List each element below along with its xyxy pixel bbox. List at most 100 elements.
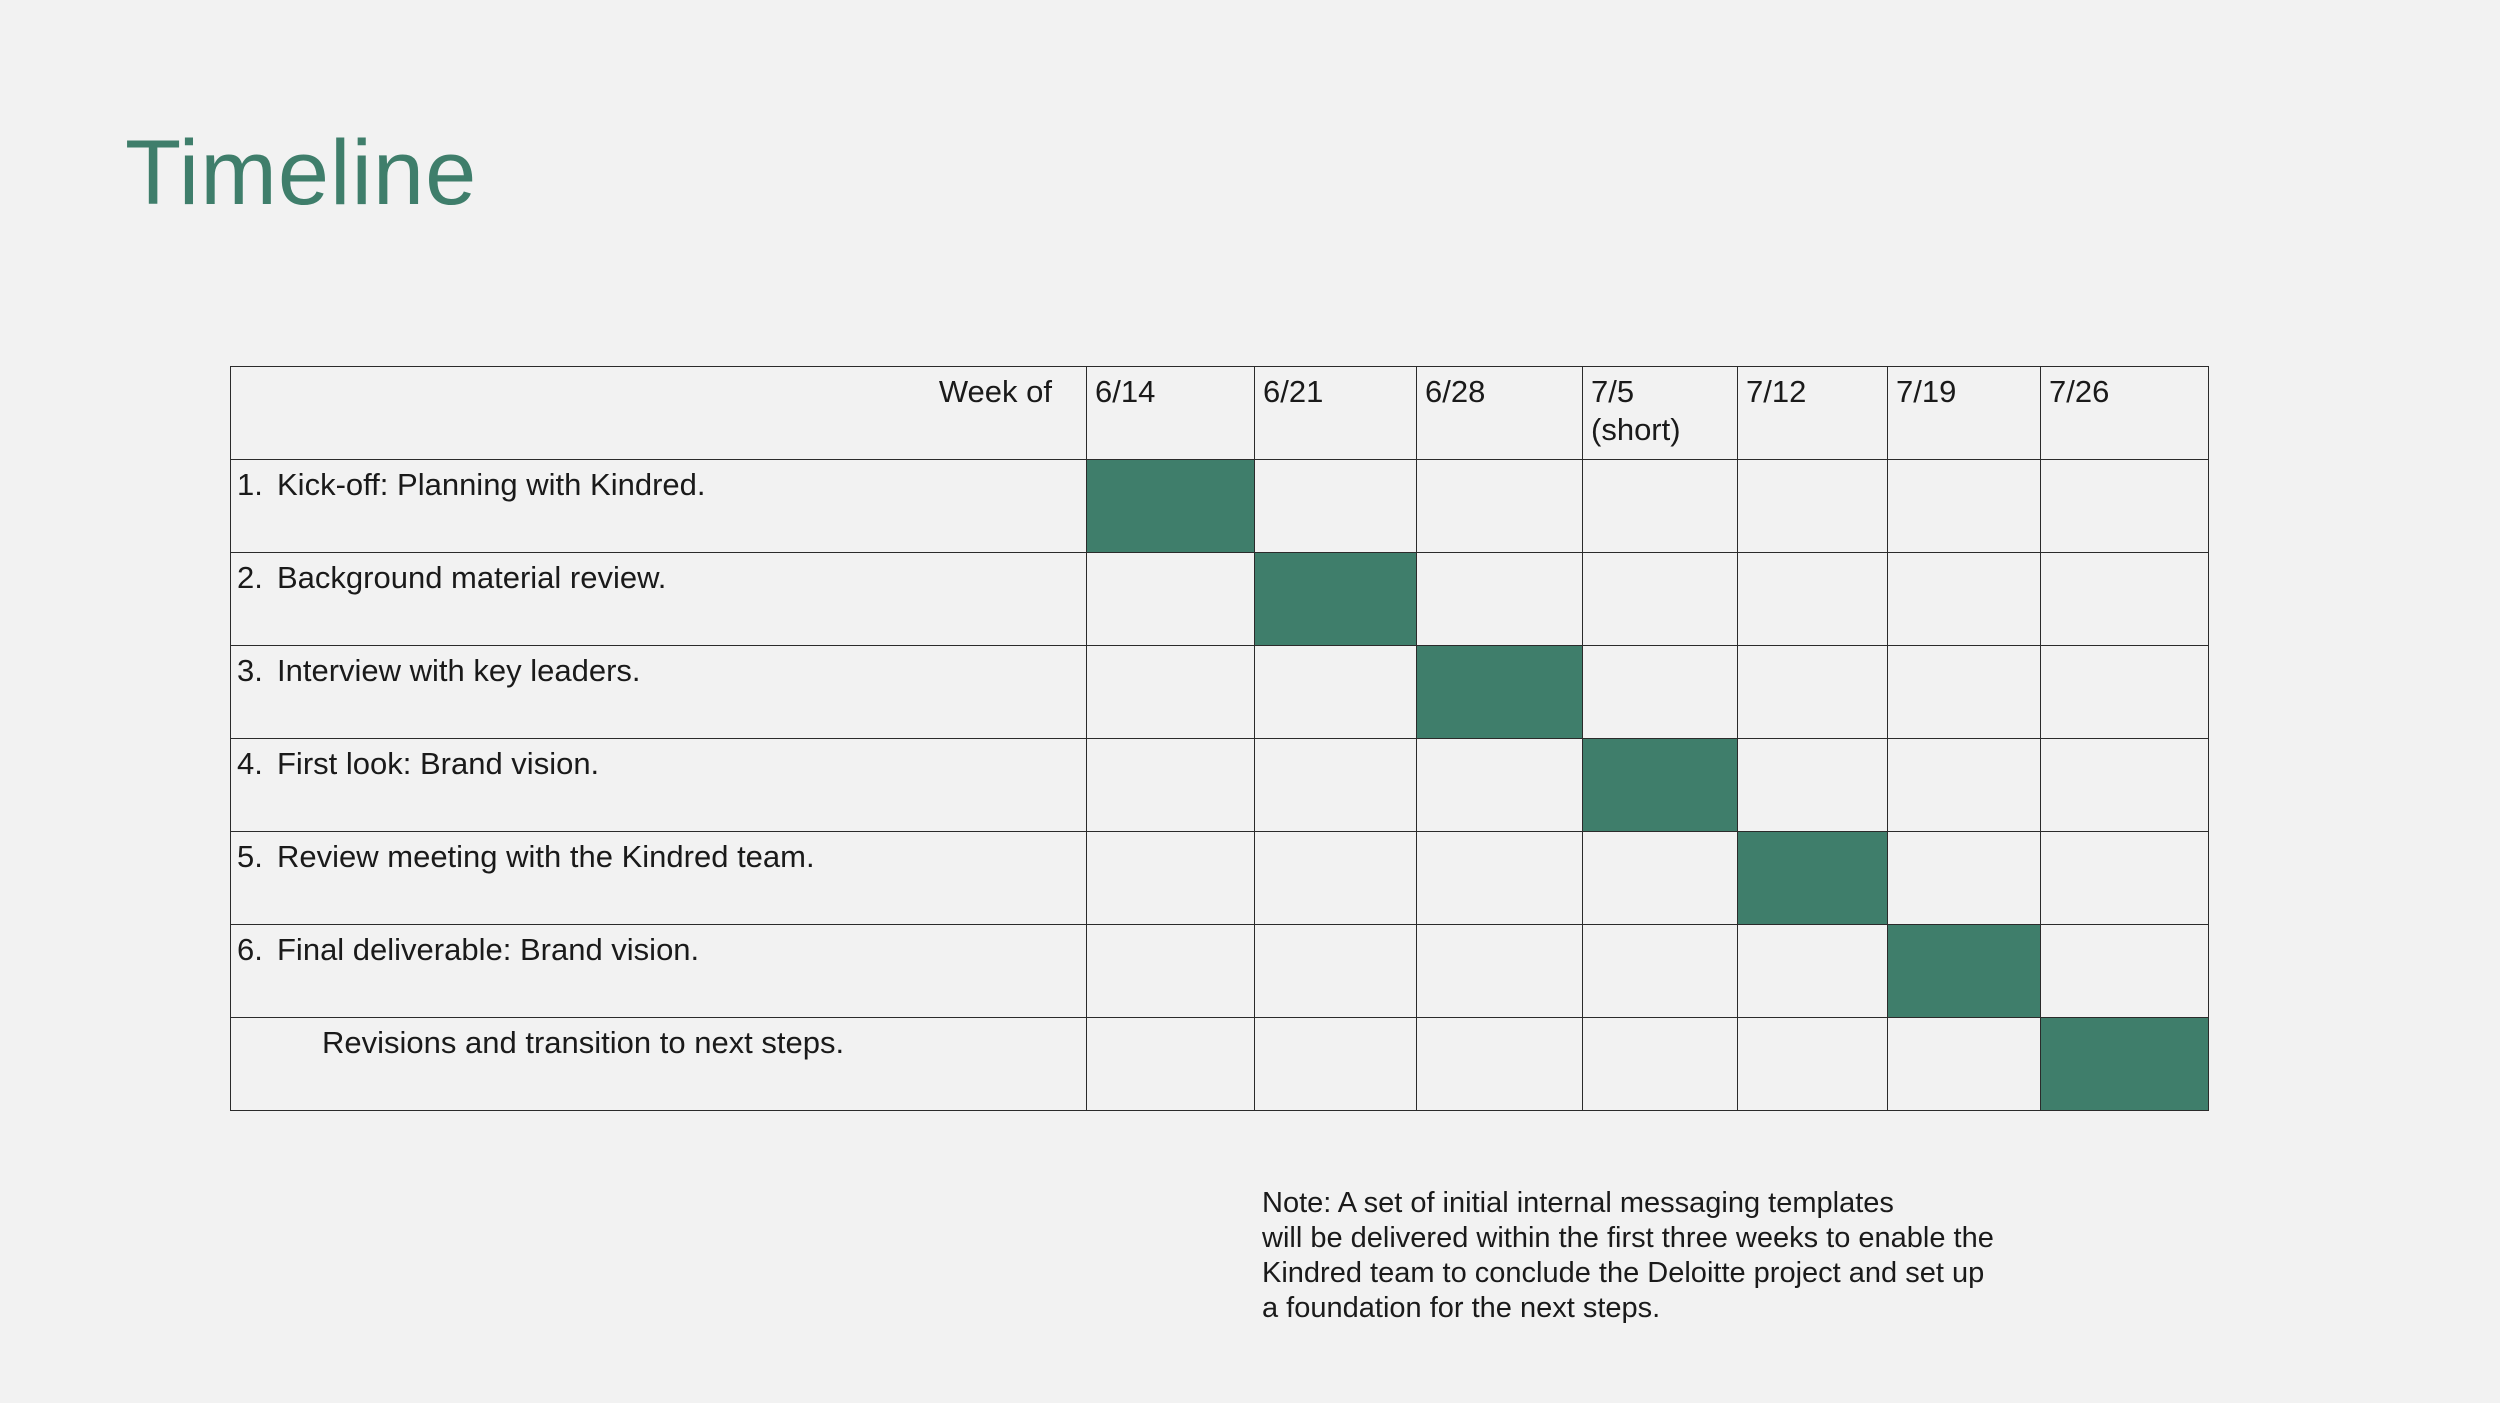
- week-cell: [1887, 738, 2041, 832]
- note-line: will be delivered within the first three…: [1262, 1222, 1994, 1254]
- week-cell: [1582, 552, 1738, 646]
- week-cell: [1582, 831, 1738, 925]
- week-cell: [1416, 738, 1583, 832]
- task-label-cell: 1. Kick-off: Planning with Kindred.: [230, 459, 1087, 553]
- week-header: 7/12: [1737, 366, 1888, 460]
- week-cell: [1737, 1017, 1888, 1111]
- week-cell: [1416, 459, 1583, 553]
- note-line: Note: A set of initial internal messagin…: [1262, 1187, 1894, 1219]
- week-cell: [1887, 1017, 2041, 1111]
- task-row: 3. Interview with key leaders.: [230, 645, 2209, 739]
- week-header: 6/21: [1254, 366, 1417, 460]
- task-row: 4. First look: Brand vision.: [230, 738, 2209, 832]
- note-line: a foundation for the next steps.: [1262, 1292, 1661, 1324]
- task-text: Interview with key leaders.: [277, 653, 641, 688]
- week-cell: [1086, 831, 1255, 925]
- week-note: (short): [1591, 412, 1681, 447]
- week-date: 7/19: [1896, 374, 1957, 409]
- week-cell: [2040, 831, 2209, 925]
- week-cell: [1887, 831, 2041, 925]
- slide-title: Timeline: [125, 122, 478, 224]
- task-label-cell: 4. First look: Brand vision.: [230, 738, 1087, 832]
- week-header: 7/5 (short): [1582, 366, 1738, 460]
- header-row: Week of 6/14 6/21 6/28 7/5 (short) 7/12 7…: [230, 366, 2209, 460]
- week-date: 7/26: [2049, 374, 2110, 409]
- week-cell: [1582, 924, 1738, 1018]
- week-cell: [1254, 924, 1417, 1018]
- week-cell: [2040, 552, 2209, 646]
- note-line: Kindred team to conclude the Deloitte pr…: [1262, 1257, 1985, 1289]
- week-date: 7/5: [1591, 374, 1635, 409]
- week-cell: [2040, 924, 2209, 1018]
- week-cell: [1737, 645, 1888, 739]
- task-label-cell: 2. Background material review.: [230, 552, 1087, 646]
- week-cell: [1887, 552, 2041, 646]
- task-number: 2.: [237, 560, 263, 595]
- task-number: 4.: [237, 746, 263, 781]
- task-label-cell: Revisions and transition to next steps.: [230, 1017, 1087, 1111]
- week-cell: [2040, 645, 2209, 739]
- week-cell: [1254, 645, 1417, 739]
- note-text: Note: A set of initial internal messagin…: [1262, 1186, 2162, 1326]
- task-text: First look: Brand vision.: [277, 746, 600, 781]
- task-label-cell: 5. Review meeting with the Kindred team.: [230, 831, 1087, 925]
- week-cell-active: [1887, 924, 2041, 1018]
- week-header: 6/14: [1086, 366, 1255, 460]
- week-cell-active: [1737, 831, 1888, 925]
- week-header: 7/26: [2040, 366, 2209, 460]
- task-row: Revisions and transition to next steps.: [230, 1017, 2209, 1111]
- task-row: 1. Kick-off: Planning with Kindred.: [230, 459, 2209, 553]
- task-row: 2. Background material review.: [230, 552, 2209, 646]
- week-cell-active: [1254, 552, 1417, 646]
- week-date: 7/12: [1746, 374, 1807, 409]
- week-cell: [1086, 552, 1255, 646]
- week-cell: [2040, 459, 2209, 553]
- week-cell-active: [1416, 645, 1583, 739]
- task-number: 5.: [237, 839, 263, 874]
- week-date: 6/28: [1425, 374, 1486, 409]
- task-text: Background material review.: [277, 560, 667, 595]
- week-cell: [2040, 738, 2209, 832]
- week-of-label: Week of: [230, 366, 1087, 460]
- task-text: Final deliverable: Brand vision.: [277, 932, 700, 967]
- task-text: Kick-off: Planning with Kindred.: [277, 467, 706, 502]
- week-cell: [1416, 1017, 1583, 1111]
- week-cell: [1086, 924, 1255, 1018]
- week-cell: [1416, 831, 1583, 925]
- week-cell: [1582, 459, 1738, 553]
- week-cell: [1416, 552, 1583, 646]
- week-cell-active: [1582, 738, 1738, 832]
- week-cell: [1582, 1017, 1738, 1111]
- week-date: 6/21: [1263, 374, 1324, 409]
- week-cell: [1086, 738, 1255, 832]
- task-text: Revisions and transition to next steps.: [322, 1025, 845, 1060]
- task-text: Review meeting with the Kindred team.: [277, 839, 815, 874]
- week-header: 7/19: [1887, 366, 2041, 460]
- week-cell: [1254, 459, 1417, 553]
- week-cell: [1737, 552, 1888, 646]
- week-cell-active: [2040, 1017, 2209, 1111]
- week-cell: [1737, 738, 1888, 832]
- task-row: 5. Review meeting with the Kindred team.: [230, 831, 2209, 925]
- task-number: 6.: [237, 932, 263, 967]
- week-header: 6/28: [1416, 366, 1583, 460]
- task-row: 6. Final deliverable: Brand vision.: [230, 924, 2209, 1018]
- week-cell: [1416, 924, 1583, 1018]
- timeline-table: Week of 6/14 6/21 6/28 7/5 (short) 7/12 7…: [230, 366, 2209, 1111]
- week-cell: [1254, 738, 1417, 832]
- task-label-cell: 6. Final deliverable: Brand vision.: [230, 924, 1087, 1018]
- week-cell-active: [1086, 459, 1255, 553]
- task-label-cell: 3. Interview with key leaders.: [230, 645, 1087, 739]
- task-number: 1.: [237, 467, 263, 502]
- week-cell: [1086, 645, 1255, 739]
- week-cell: [1887, 459, 2041, 553]
- week-cell: [1737, 459, 1888, 553]
- week-cell: [1887, 645, 2041, 739]
- task-number: 3.: [237, 653, 263, 688]
- week-cell: [1582, 645, 1738, 739]
- week-date: 6/14: [1095, 374, 1156, 409]
- week-cell: [1737, 924, 1888, 1018]
- week-cell: [1254, 1017, 1417, 1111]
- week-cell: [1254, 831, 1417, 925]
- week-cell: [1086, 1017, 1255, 1111]
